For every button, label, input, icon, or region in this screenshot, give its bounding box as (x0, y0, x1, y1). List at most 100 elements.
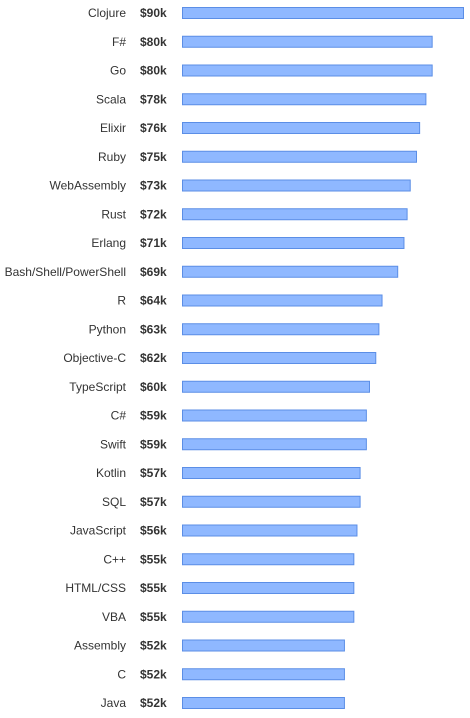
bar (182, 380, 370, 393)
bar-row-kotlin: Kotlin $57k (96, 466, 361, 480)
category-label: Elixir (100, 121, 126, 135)
bar-row-webassembly: WebAssembly $73k (50, 179, 411, 193)
category-label: C (117, 667, 126, 681)
value-label: $64k (140, 294, 167, 308)
value-label: $80k (140, 35, 167, 49)
value-label: $55k (140, 581, 167, 595)
value-label: $71k (140, 236, 167, 250)
bar-row-python: Python $63k (89, 322, 380, 336)
bar-row-html-css: HTML/CSS $55k (65, 581, 355, 595)
value-label: $57k (140, 466, 167, 480)
value-label: $63k (140, 322, 167, 336)
bar (182, 409, 367, 422)
category-label: JavaScript (70, 524, 127, 538)
bar (182, 553, 355, 566)
category-label: Clojure (88, 6, 126, 20)
bar-row-sql: SQL $57k (102, 495, 361, 509)
category-label: Erlang (91, 236, 126, 250)
category-label: F# (112, 35, 126, 49)
bar-row-c: C# $59k (111, 409, 367, 423)
value-label: $59k (140, 409, 167, 423)
category-label: Objective-C (63, 351, 126, 365)
bar-row-vba: VBA $55k (102, 610, 355, 624)
category-label: Ruby (98, 150, 126, 164)
value-label: $73k (140, 179, 167, 193)
chart-rows: Clojure $90k F# $80k Go $80k Scala $78k Elixir $7… (5, 6, 464, 710)
bar-row-typescript: TypeScript $60k (69, 380, 370, 394)
bar (182, 697, 345, 709)
bar (182, 352, 377, 364)
bar (182, 610, 355, 623)
category-label: Assembly (74, 639, 126, 653)
value-label: $60k (140, 380, 167, 394)
bar (182, 7, 464, 19)
bar-row-r: R $64k (117, 294, 383, 308)
bar-row-bash-shell-powershell: Bash/Shell/PowerShell $69k (5, 265, 399, 279)
bar-row-c: C++ $55k (103, 552, 355, 566)
value-label: $59k (140, 437, 167, 451)
bar-row-go: Go $80k (110, 64, 433, 78)
value-label: $75k (140, 150, 167, 164)
value-label: $55k (140, 610, 167, 624)
category-label: VBA (102, 610, 126, 624)
bar (182, 150, 417, 163)
category-label: Python (89, 322, 126, 336)
bar-row-assembly: Assembly $52k (74, 639, 345, 653)
bar (182, 524, 358, 537)
category-label: Kotlin (96, 466, 126, 480)
bar-row-scala: Scala $78k (96, 92, 427, 106)
category-label: Scala (96, 92, 126, 106)
bar (182, 323, 380, 336)
category-label: TypeScript (69, 380, 126, 394)
value-label: $80k (140, 64, 167, 78)
bar (182, 265, 399, 278)
bar (182, 179, 411, 192)
category-label: Swift (100, 437, 127, 451)
bar-row-java: Java $52k (101, 696, 345, 710)
bar (182, 93, 427, 106)
category-label: Java (101, 696, 127, 710)
bar (182, 639, 345, 652)
value-label: $56k (140, 524, 167, 538)
bar (182, 294, 383, 307)
category-label: Bash/Shell/PowerShell (5, 265, 126, 279)
bar (182, 495, 361, 508)
bar (182, 122, 421, 134)
value-label: $90k (140, 6, 167, 20)
category-label: WebAssembly (50, 179, 126, 193)
category-label: R (117, 294, 126, 308)
value-label: $62k (140, 351, 167, 365)
bar-row-elixir: Elixir $76k (100, 121, 421, 135)
bar-row-javascript: JavaScript $56k (70, 524, 358, 538)
value-label: $69k (140, 265, 167, 279)
value-label: $78k (140, 92, 167, 106)
value-label: $72k (140, 207, 167, 221)
bar-row-clojure: Clojure $90k (88, 6, 464, 20)
bar (182, 467, 361, 479)
category-label: Rust (101, 207, 126, 221)
bar-row-erlang: Erlang $71k (91, 236, 405, 250)
value-label: $52k (140, 696, 167, 710)
category-label: HTML/CSS (65, 581, 126, 595)
value-label: $57k (140, 495, 167, 509)
bar-row-c: C $52k (117, 667, 345, 681)
bar-row-rust: Rust $72k (101, 207, 408, 221)
bar (182, 438, 367, 451)
bar (182, 64, 433, 77)
bar-row-objective-c: Objective-C $62k (63, 351, 377, 365)
category-label: SQL (102, 495, 126, 509)
value-label: $52k (140, 639, 167, 653)
category-label: C# (111, 409, 127, 423)
bar-row-f: F# $80k (112, 35, 433, 49)
bar (182, 35, 433, 48)
value-label: $76k (140, 121, 167, 135)
bar (182, 668, 345, 681)
bar-row-ruby: Ruby $75k (98, 150, 417, 164)
category-label: C++ (103, 552, 126, 566)
category-label: Go (110, 64, 126, 78)
value-label: $55k (140, 552, 167, 566)
bar (182, 237, 405, 249)
bar (182, 582, 355, 594)
value-label: $52k (140, 667, 167, 681)
